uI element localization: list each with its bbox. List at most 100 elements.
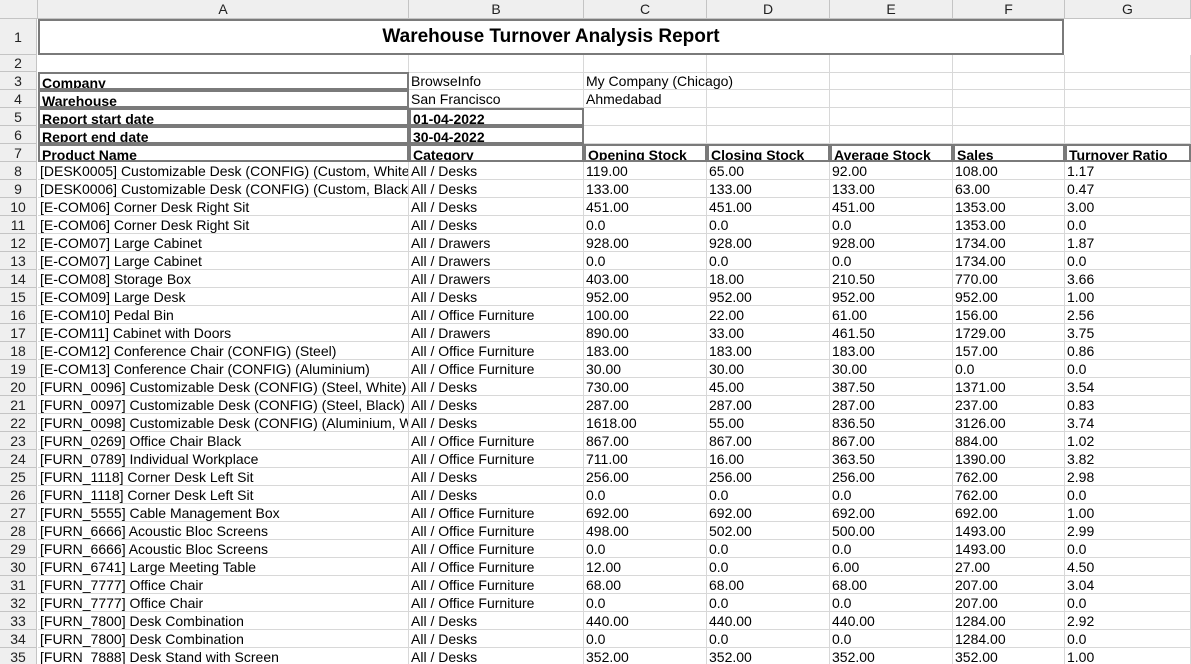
table-cell[interactable]: 22.00 [707, 306, 830, 324]
empty-cell[interactable] [584, 126, 707, 144]
empty-cell[interactable] [707, 126, 830, 144]
table-cell[interactable]: 100.00 [584, 306, 707, 324]
table-cell[interactable]: 68.00 [707, 576, 830, 594]
table-cell[interactable]: 363.50 [830, 450, 953, 468]
column-header-g[interactable]: G [1065, 0, 1191, 18]
table-cell[interactable]: 0.0 [707, 594, 830, 612]
product-name-cell[interactable]: [E-COM07] Large Cabinet [38, 234, 409, 252]
table-cell[interactable]: 0.0 [707, 558, 830, 576]
product-name-cell[interactable]: [E-COM06] Corner Desk Right Sit [38, 216, 409, 234]
table-cell[interactable]: All / Office Furniture [409, 540, 584, 558]
table-cell[interactable]: 1493.00 [953, 540, 1065, 558]
table-cell[interactable]: 210.50 [830, 270, 953, 288]
empty-cell[interactable] [38, 55, 409, 73]
table-cell[interactable]: All / Office Furniture [409, 450, 584, 468]
empty-cell[interactable] [1065, 55, 1191, 73]
table-cell[interactable]: 1284.00 [953, 630, 1065, 648]
table-cell[interactable]: 55.00 [707, 414, 830, 432]
table-cell[interactable]: 0.86 [1065, 342, 1191, 360]
table-cell[interactable]: 0.0 [707, 216, 830, 234]
row-header[interactable]: 21 [0, 396, 37, 414]
table-cell[interactable]: 3.74 [1065, 414, 1191, 432]
warehouse-value[interactable]: San Francisco [409, 90, 584, 108]
table-cell[interactable]: 1353.00 [953, 216, 1065, 234]
row-header[interactable]: 16 [0, 306, 37, 324]
table-cell[interactable]: 61.00 [830, 306, 953, 324]
table-cell[interactable]: 711.00 [584, 450, 707, 468]
product-name-cell[interactable]: [FURN_0098] Customizable Desk (CONFIG) (… [38, 414, 409, 432]
product-name-cell[interactable]: [FURN_7800] Desk Combination [38, 612, 409, 630]
company-value[interactable]: BrowseInfo [409, 72, 584, 90]
table-cell[interactable]: 0.0 [830, 540, 953, 558]
empty-cell[interactable] [584, 55, 707, 73]
table-cell[interactable]: 692.00 [953, 504, 1065, 522]
table-cell[interactable]: 287.00 [707, 396, 830, 414]
table-cell[interactable]: 502.00 [707, 522, 830, 540]
table-header-cell[interactable]: Closing Stock [707, 144, 830, 162]
table-cell[interactable]: 0.0 [707, 630, 830, 648]
table-cell[interactable]: All / Desks [409, 396, 584, 414]
row-header[interactable]: 4 [0, 90, 37, 108]
table-cell[interactable]: 952.00 [707, 288, 830, 306]
table-cell[interactable]: 65.00 [707, 162, 830, 180]
table-cell[interactable]: 0.0 [1065, 360, 1191, 378]
table-cell[interactable]: 498.00 [584, 522, 707, 540]
table-cell[interactable]: 237.00 [953, 396, 1065, 414]
product-name-cell[interactable]: [FURN_7888] Desk Stand with Screen [38, 648, 409, 664]
product-name-cell[interactable]: [FURN_7777] Office Chair [38, 594, 409, 612]
table-header-cell[interactable]: Turnover Ratio [1065, 144, 1191, 162]
row-header[interactable]: 7 [0, 144, 37, 162]
table-cell[interactable]: 1729.00 [953, 324, 1065, 342]
table-cell[interactable]: 3.75 [1065, 324, 1191, 342]
row-header[interactable]: 34 [0, 630, 37, 648]
empty-cell[interactable] [409, 55, 584, 73]
table-cell[interactable]: 0.0 [584, 630, 707, 648]
column-header-d[interactable]: D [707, 0, 830, 18]
table-cell[interactable]: 68.00 [584, 576, 707, 594]
table-cell[interactable]: 1618.00 [584, 414, 707, 432]
row-header[interactable]: 22 [0, 414, 37, 432]
product-name-cell[interactable]: [FURN_1118] Corner Desk Left Sit [38, 468, 409, 486]
table-cell[interactable]: 928.00 [584, 234, 707, 252]
product-name-cell[interactable]: [E-COM11] Cabinet with Doors [38, 324, 409, 342]
product-name-cell[interactable]: [FURN_7777] Office Chair [38, 576, 409, 594]
table-cell[interactable]: All / Desks [409, 378, 584, 396]
row-header[interactable]: 11 [0, 216, 37, 234]
table-cell[interactable]: 1390.00 [953, 450, 1065, 468]
table-cell[interactable]: 2.98 [1065, 468, 1191, 486]
table-cell[interactable]: 1371.00 [953, 378, 1065, 396]
table-cell[interactable]: 207.00 [953, 576, 1065, 594]
table-cell[interactable]: 12.00 [584, 558, 707, 576]
table-cell[interactable]: 440.00 [707, 612, 830, 630]
product-name-cell[interactable]: [E-COM13] Conference Chair (CONFIG) (Alu… [38, 360, 409, 378]
table-cell[interactable]: All / Office Furniture [409, 504, 584, 522]
product-name-cell[interactable]: [FURN_6741] Large Meeting Table [38, 558, 409, 576]
empty-cell[interactable] [830, 126, 953, 144]
table-cell[interactable]: 63.00 [953, 180, 1065, 198]
product-name-cell[interactable]: [E-COM07] Large Cabinet [38, 252, 409, 270]
table-cell[interactable]: 3126.00 [953, 414, 1065, 432]
table-cell[interactable]: 692.00 [830, 504, 953, 522]
table-cell[interactable]: 928.00 [830, 234, 953, 252]
column-header-f[interactable]: F [953, 0, 1065, 18]
table-cell[interactable]: All / Desks [409, 162, 584, 180]
table-cell[interactable]: 3.66 [1065, 270, 1191, 288]
row-header[interactable]: 8 [0, 162, 37, 180]
table-cell[interactable]: 133.00 [707, 180, 830, 198]
table-cell[interactable]: All / Desks [409, 414, 584, 432]
empty-cell[interactable] [830, 108, 953, 126]
table-header-cell[interactable]: Product Name [38, 144, 409, 162]
table-cell[interactable]: 0.0 [584, 540, 707, 558]
table-cell[interactable]: 440.00 [830, 612, 953, 630]
row-header[interactable]: 23 [0, 432, 37, 450]
table-cell[interactable]: 0.83 [1065, 396, 1191, 414]
product-name-cell[interactable]: [DESK0005] Customizable Desk (CONFIG) (C… [38, 162, 409, 180]
row-header[interactable]: 14 [0, 270, 37, 288]
product-name-cell[interactable]: [E-COM08] Storage Box [38, 270, 409, 288]
empty-cell[interactable] [1065, 108, 1191, 126]
empty-cell[interactable] [830, 72, 953, 90]
table-cell[interactable]: 0.0 [830, 594, 953, 612]
table-cell[interactable]: 730.00 [584, 378, 707, 396]
report-title[interactable]: Warehouse Turnover Analysis Report [38, 19, 1064, 55]
table-cell[interactable]: 1353.00 [953, 198, 1065, 216]
